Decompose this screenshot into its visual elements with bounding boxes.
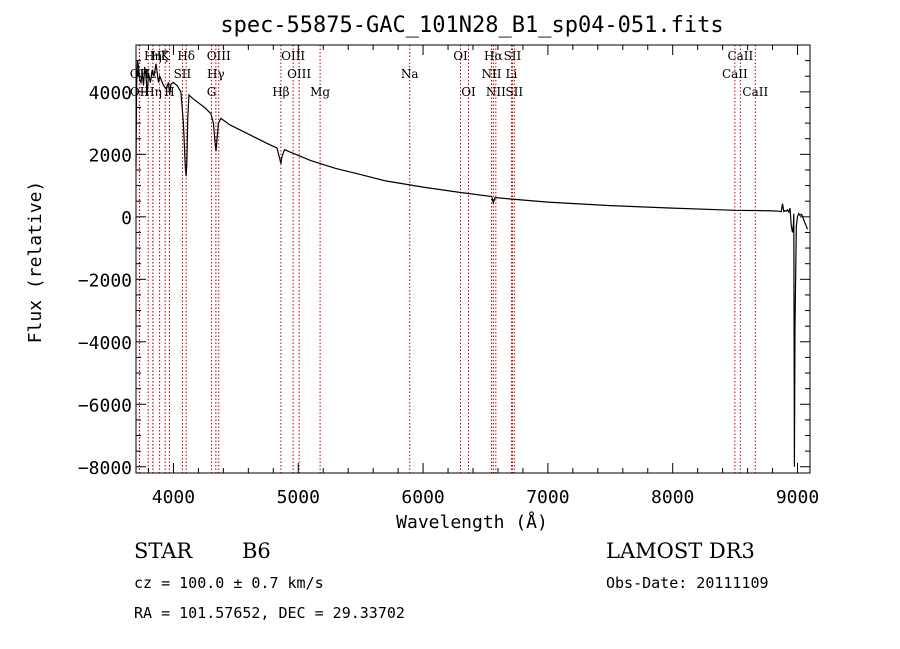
x-tick-label: 9000 (776, 487, 819, 508)
x-tick-label: 7000 (526, 487, 569, 508)
x-axis-label: Wavelength (Å) (396, 511, 548, 533)
line-label: G (207, 85, 217, 99)
line-label: Hδ (177, 49, 195, 63)
redshift-cz: cz = 100.0 ± 0.7 km/s (134, 574, 324, 592)
y-tick-label: 0 (121, 208, 132, 229)
line-label: SII (174, 67, 192, 81)
line-label: OIII (287, 67, 311, 81)
x-tick-label: 4000 (152, 487, 195, 508)
y-tick-label: −8000 (78, 458, 132, 479)
line-label: Na (401, 67, 419, 81)
spectrum-line (135, 60, 809, 467)
emission-lines (138, 45, 756, 473)
ra-dec: RA = 101.57652, DEC = 29.33702 (134, 604, 405, 622)
line-label: Hη (144, 49, 162, 63)
line-label: OIII (207, 49, 231, 63)
object-subclass: B6 (242, 539, 271, 563)
plot-frame (135, 44, 811, 474)
y-axis-ticks: 4000 2000 0 −2000 −4000 −6000 −8000 (78, 60, 810, 479)
line-label: NII (486, 85, 506, 99)
object-class: STAR (134, 539, 193, 563)
line-label: K (161, 49, 171, 63)
line-label: Hα (484, 49, 503, 63)
y-tick-label: −2000 (78, 270, 132, 291)
line-label: Hζ (151, 49, 168, 63)
y-tick-label: 2000 (89, 145, 132, 166)
line-label: CaII (722, 67, 748, 81)
y-tick-label: −6000 (78, 395, 132, 416)
line-label: Li (506, 67, 518, 81)
y-tick-label: −4000 (78, 333, 132, 354)
line-label: SII (505, 85, 523, 99)
line-label: Hγ (207, 67, 225, 81)
y-axis-label: Flux (relative) (25, 181, 46, 344)
obs-date: Obs-Date: 20111109 (606, 574, 769, 592)
x-axis-ticks: 4000 5000 6000 7000 8000 9000 (147, 45, 819, 508)
x-tick-label: 5000 (277, 487, 320, 508)
x-tick-label: 6000 (401, 487, 444, 508)
line-label: SII (504, 49, 522, 63)
chart-title: spec-55875-GAC_101N28_B1_sp04-051.fits (220, 13, 723, 38)
line-label: OIII (281, 49, 305, 63)
line-label: OI (453, 49, 468, 63)
line-label: CaII (727, 49, 753, 63)
line-label: Mg (310, 85, 330, 99)
line-label: OI (461, 85, 476, 99)
line-label: Hη (144, 85, 162, 99)
line-label: NII (481, 67, 501, 81)
line-label: CaII (742, 85, 768, 99)
line-label: Hβ (272, 85, 289, 99)
y-tick-label: 4000 (89, 83, 132, 104)
x-tick-label: 8000 (651, 487, 694, 508)
survey-name: LAMOST DR3 (606, 539, 755, 563)
